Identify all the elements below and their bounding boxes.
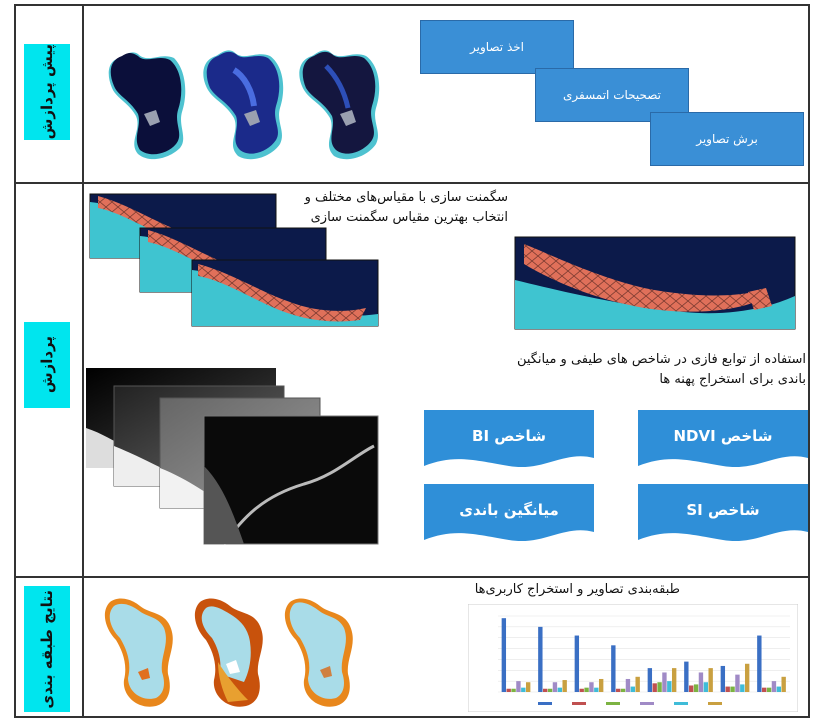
chart-bar: [781, 676, 786, 692]
lake-image-1: [108, 52, 186, 160]
chart-legend-swatch: [538, 702, 552, 705]
chart-bar: [703, 682, 708, 692]
chart-bar: [740, 684, 745, 692]
banner-bi-index: شاخص BI: [424, 410, 594, 472]
chart-bar: [625, 678, 631, 692]
chart-bar: [506, 688, 511, 692]
chart-bar: [594, 687, 599, 692]
row-label-preprocessing: پیش پردازش: [24, 44, 70, 140]
lake-image-2: [203, 50, 284, 160]
chart-bar: [647, 668, 653, 692]
chart-bar: [657, 682, 662, 692]
segmentation-caption: سگمنت سازی با مقیاس‌های مختلف و انتخاب ب…: [304, 190, 508, 225]
chart-bar: [776, 686, 781, 692]
lake-image-3: [299, 50, 380, 160]
chart-bar: [757, 635, 762, 692]
chart-bar: [693, 684, 699, 692]
chart-bar: [671, 668, 677, 692]
chart-bar: [766, 687, 772, 692]
chart-bar: [616, 688, 621, 692]
chart-bar: [720, 665, 726, 692]
chart-bar: [620, 688, 626, 692]
chart-bar: [579, 688, 584, 692]
chart-bar: [501, 618, 507, 692]
chart-bar: [525, 682, 531, 692]
index-image-4: [203, 415, 379, 545]
chart-bar: [511, 688, 516, 692]
banner-si-index: شاخص SI: [638, 484, 808, 546]
chart-bar: [547, 688, 553, 692]
row-divider-2: [14, 576, 810, 578]
chart-bar: [667, 681, 672, 692]
segmentation-best-scale-image: [514, 236, 796, 330]
chart-bar: [557, 687, 562, 692]
segmentation-stack: [89, 193, 379, 327]
chart-bar: [598, 678, 604, 692]
classification-bar-chart: [468, 604, 798, 712]
classified-lake-maps: [104, 598, 353, 707]
chart-bar: [725, 686, 730, 692]
chart-bar: [735, 674, 740, 692]
fuzzy-caption: استفاده از توابع فازی در شاخص های طیفی و…: [516, 352, 806, 387]
chart-bar: [589, 682, 594, 692]
chart-bar: [744, 663, 750, 692]
step-image-acquisition: اخذ تصاویر: [420, 20, 574, 74]
segmentation-image-3: [191, 259, 379, 327]
classification-caption: طبقه‌بندی تصاویر و استخراج کاربری‌ها: [474, 582, 680, 597]
chart-bar: [771, 681, 777, 692]
chart-legend-swatch: [572, 702, 586, 705]
chart-legend-swatch: [606, 702, 620, 705]
banner-band-mean: میانگین باندی: [424, 484, 594, 546]
chart-bar: [516, 681, 521, 692]
banner-ndvi-index: شاخص NDVI: [638, 410, 808, 472]
chart-bar: [630, 686, 635, 692]
chart-bar: [562, 680, 567, 692]
row-divider-1: [14, 182, 810, 184]
chart-bar: [652, 683, 657, 692]
chart-bar: [698, 672, 704, 692]
step-image-cropping: برش تصاویر: [650, 112, 804, 166]
chart-bar: [521, 687, 526, 692]
chart-bar: [538, 626, 543, 692]
chart-bar: [552, 682, 558, 692]
row-label-classification-results: نتایج طبقه بندی: [24, 586, 70, 712]
lake-raw-images: [108, 50, 380, 160]
chart-bar: [762, 687, 767, 692]
diagram-frame: [14, 4, 810, 718]
chart-bar: [635, 676, 640, 692]
chart-legend-swatch: [708, 702, 722, 705]
chart-bar: [584, 687, 589, 692]
classified-map-3: [284, 598, 353, 707]
column-divider: [82, 4, 84, 718]
chart-legend-swatch: [674, 702, 688, 705]
chart-bar: [689, 685, 694, 692]
chart-bar: [684, 661, 689, 692]
chart-bar: [611, 645, 616, 692]
classified-map-1: [104, 598, 173, 707]
chart-bar: [662, 672, 667, 692]
chart-bar: [730, 686, 735, 692]
classified-map-2: [194, 598, 263, 707]
row-label-processing: پردازش: [24, 322, 70, 408]
chart-bar: [574, 635, 580, 692]
chart-bar: [708, 668, 713, 692]
chart-bar: [543, 688, 548, 692]
chart-legend-swatch: [640, 702, 654, 705]
index-images-stack: [86, 368, 379, 545]
